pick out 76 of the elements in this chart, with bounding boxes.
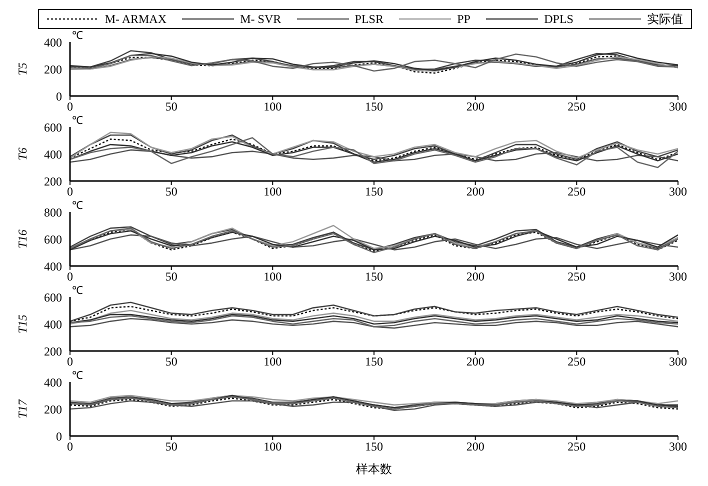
- x-tick-label: 150: [365, 440, 383, 454]
- x-tick-label: 150: [365, 270, 383, 284]
- x-tick-label: 150: [365, 354, 383, 369]
- legend-label: PLSR: [354, 12, 384, 26]
- x-tick-label: 250: [568, 184, 586, 199]
- y-tick-label: 800: [44, 205, 62, 220]
- y-tick-label: 400: [44, 259, 62, 274]
- x-tick-label: 100: [264, 100, 282, 114]
- x-tick-label: 250: [568, 440, 586, 454]
- y-tick-label: 600: [44, 120, 62, 134]
- annotation: ℃: [72, 369, 83, 382]
- legend-label: DPLS: [544, 12, 574, 26]
- x-tick-label: 0: [67, 354, 73, 369]
- y-tick-label: 600: [44, 290, 62, 304]
- x-tick-label: 200: [466, 100, 484, 114]
- x-tick-label: 50: [165, 100, 178, 114]
- x-tick-label: 300: [669, 440, 687, 454]
- y-tick-label: 0: [56, 429, 62, 444]
- x-tick-label: 300: [669, 354, 687, 369]
- x-tick-label: 0: [67, 184, 73, 199]
- x-tick-label: 100: [264, 270, 282, 284]
- annotation: ℃: [72, 284, 83, 297]
- y-axis-title: T15: [15, 314, 30, 334]
- x-tick-label: 150: [365, 100, 383, 114]
- x-tick-label: 0: [67, 100, 73, 114]
- legend-label: 实际值: [647, 10, 684, 28]
- x-tick-label: 200: [466, 184, 484, 199]
- y-tick-label: 600: [44, 232, 62, 246]
- y-tick-label: 400: [44, 35, 62, 50]
- x-tick-label: 250: [568, 354, 586, 369]
- annotation: ℃: [72, 29, 83, 42]
- x-tick-label: 50: [165, 270, 178, 284]
- y-tick-label: 400: [44, 147, 62, 162]
- y-tick-label: 200: [44, 344, 62, 358]
- x-tick-label: 100: [264, 184, 282, 199]
- line-series: [70, 314, 678, 325]
- x-tick-label: 200: [466, 440, 484, 454]
- x-tick-label: 100: [264, 354, 282, 369]
- line-series: [70, 149, 678, 163]
- y-axis-title: T5: [15, 62, 30, 76]
- y-tick-label: 200: [44, 62, 62, 76]
- legend-label: PP: [457, 12, 470, 26]
- line-series: [70, 394, 678, 406]
- x-tick-label: 0: [67, 440, 73, 454]
- y-tick-label: 200: [44, 402, 62, 416]
- y-tick-label: 200: [44, 174, 62, 188]
- x-tick-label: 50: [165, 184, 178, 199]
- x-tick-label: 200: [466, 354, 484, 369]
- x-tick-label: 300: [669, 100, 687, 114]
- x-tick-label: 250: [568, 270, 586, 284]
- x-tick-label: 300: [669, 184, 687, 199]
- line-series: [70, 318, 678, 329]
- y-axis-title: T6: [15, 148, 30, 160]
- annotation: ℃: [72, 114, 83, 127]
- y-axis-title: T16: [15, 230, 30, 248]
- x-tick-label: 300: [669, 270, 687, 284]
- y-axis-title: T17: [15, 398, 30, 418]
- x-tick-label: 250: [568, 100, 586, 114]
- legend-label: M- ARMAX: [104, 12, 166, 26]
- x-tick-label: 100: [264, 440, 282, 454]
- line-series: [70, 310, 678, 325]
- x-tick-label: 0: [67, 270, 73, 284]
- line-series: [70, 137, 678, 168]
- annotation: ℃: [72, 199, 83, 212]
- x-tick-label: 50: [165, 440, 178, 454]
- x-tick-label: 200: [466, 270, 484, 284]
- y-tick-label: 400: [44, 375, 62, 390]
- y-tick-label: 400: [44, 317, 62, 332]
- line-series: [70, 234, 678, 250]
- x-axis-title: 样本数: [356, 462, 392, 476]
- line-series: [70, 302, 678, 322]
- legend-label: M- SVR: [240, 12, 282, 26]
- line-series: [70, 315, 678, 328]
- y-tick-label: 0: [56, 89, 62, 104]
- x-tick-label: 150: [365, 184, 383, 199]
- x-tick-label: 50: [165, 354, 178, 369]
